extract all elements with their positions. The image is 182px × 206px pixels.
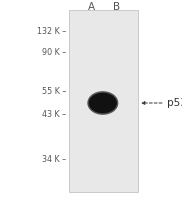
- Text: 43 K –: 43 K –: [42, 110, 66, 119]
- Text: 132 K –: 132 K –: [37, 27, 66, 36]
- Ellipse shape: [87, 91, 118, 115]
- Text: 34 K –: 34 K –: [42, 155, 66, 164]
- Text: 90 K –: 90 K –: [42, 48, 66, 57]
- Text: A: A: [87, 2, 95, 12]
- Text: 55 K –: 55 K –: [42, 87, 66, 96]
- Text: p53: p53: [167, 98, 182, 108]
- Ellipse shape: [89, 93, 117, 113]
- FancyBboxPatch shape: [69, 10, 138, 192]
- Text: B: B: [113, 2, 120, 12]
